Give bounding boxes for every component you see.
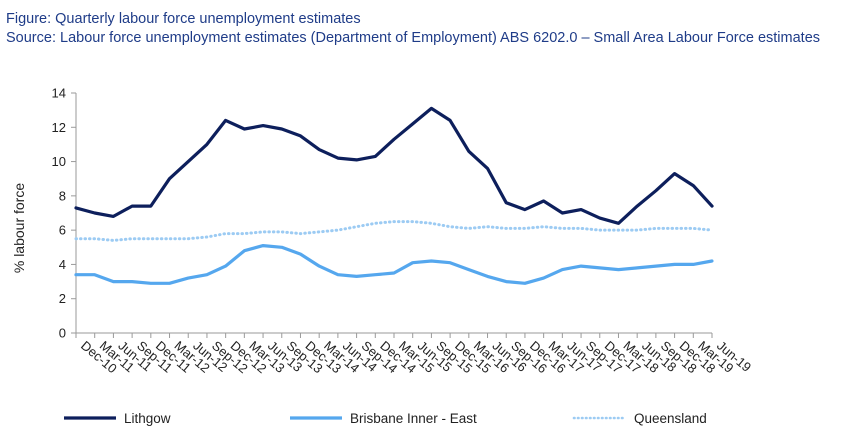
legend-label: Brisbane Inner - East — [350, 411, 477, 426]
figure-source: Source: Labour force unemployment estima… — [6, 30, 821, 46]
series-line-queensland — [74, 220, 714, 242]
x-axis: Dec-10Mar-11Jun-11Sep-11Dec-11Mar-12Jun-… — [75, 332, 754, 376]
figure-caption: Figure: Quarterly labour force unemploym… — [6, 10, 846, 48]
y-tick-label: 8 — [59, 188, 66, 203]
y-tick-label: 2 — [59, 291, 66, 306]
series-line-brisbane-inner-east — [74, 244, 714, 285]
y-tick-label: 6 — [59, 223, 66, 238]
legend-label: Queensland — [634, 411, 707, 426]
legend-label: Lithgow — [124, 411, 171, 426]
y-tick-label: 0 — [59, 326, 66, 341]
legend: Lithgow Brisbane Inner - East Queensland — [64, 411, 707, 426]
series-line-lithgow — [74, 106, 714, 225]
y-tick-label: 10 — [52, 154, 66, 169]
figure-title: Figure: Quarterly labour force unemploym… — [6, 11, 361, 27]
y-tick-label: 12 — [52, 120, 66, 135]
y-axis: 0 2 4 6 8 10 12 14 — [52, 86, 77, 341]
series-layer — [74, 106, 714, 285]
y-tick-label: 4 — [59, 257, 66, 272]
y-tick-label: 14 — [52, 86, 66, 101]
y-axis-label: % labour force — [11, 183, 27, 273]
